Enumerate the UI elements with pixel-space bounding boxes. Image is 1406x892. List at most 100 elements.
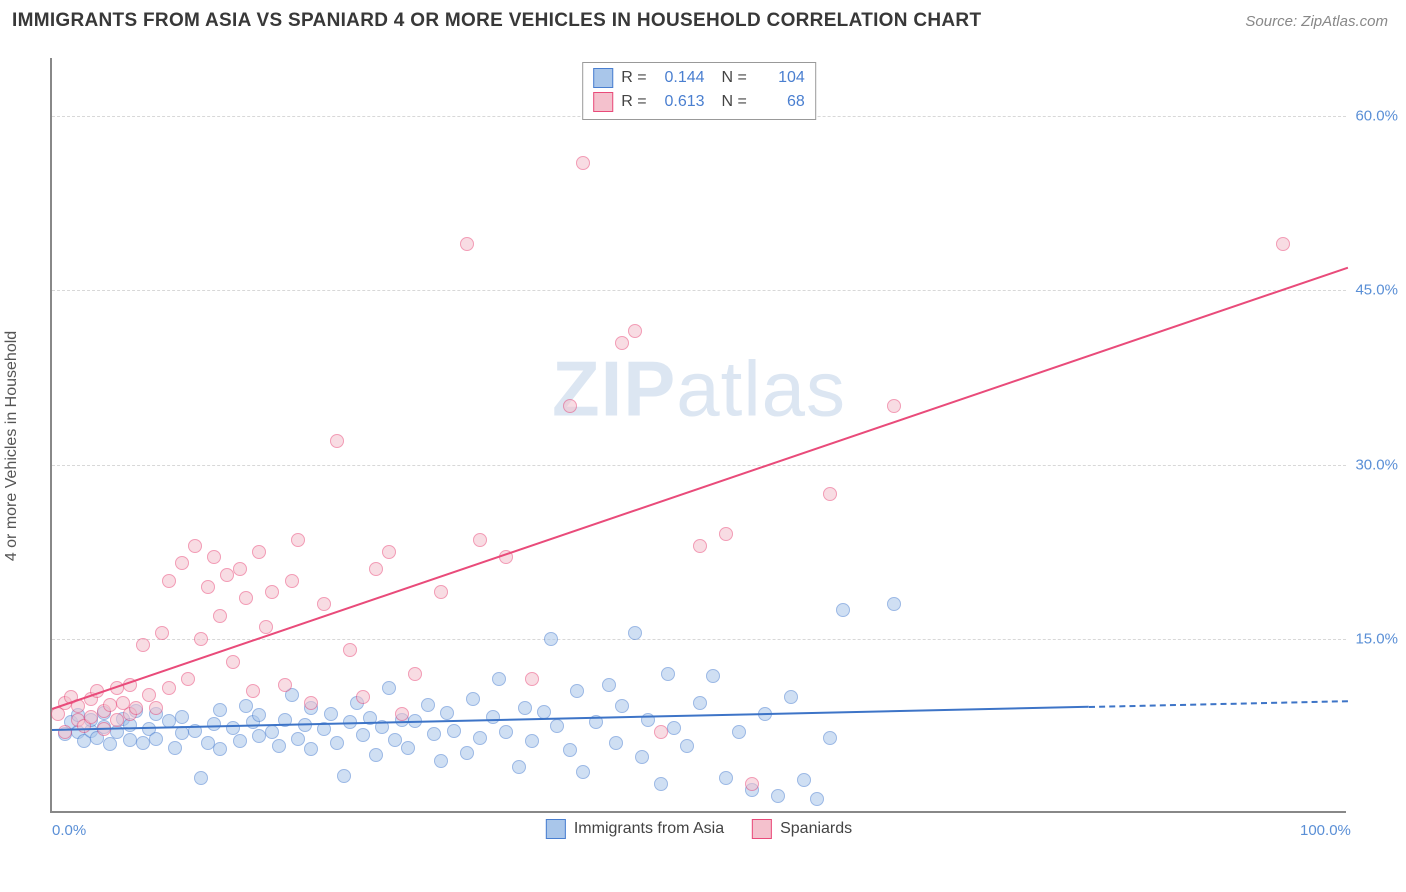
scatter-point [142, 688, 156, 702]
source-name: ZipAtlas.com [1301, 13, 1388, 30]
scatter-point [207, 717, 221, 731]
scatter-point [576, 156, 590, 170]
stat-r-value: 0.144 [655, 66, 705, 90]
scatter-point [110, 713, 124, 727]
x-tick-label: 0.0% [52, 822, 86, 839]
legend-swatch [593, 92, 613, 112]
scatter-point [609, 736, 623, 750]
scatter-point [304, 742, 318, 756]
y-axis-title: 4 or more Vehicles in Household [3, 331, 21, 561]
scatter-point [602, 678, 616, 692]
chart-title: IMMIGRANTS FROM ASIA VS SPANIARD 4 OR MO… [12, 10, 981, 32]
scatter-point [304, 696, 318, 710]
scatter-point [265, 725, 279, 739]
scatter-point [194, 771, 208, 785]
scatter-point [136, 736, 150, 750]
scatter-point [84, 710, 98, 724]
scatter-point [576, 765, 590, 779]
stat-n-label: N = [713, 66, 747, 90]
scatter-point [343, 643, 357, 657]
scatter-point [136, 638, 150, 652]
scatter-point [324, 707, 338, 721]
scatter-point [382, 681, 396, 695]
stats-row: R = 0.613 N = 68 [593, 90, 805, 114]
watermark: ZIPatlas [552, 344, 846, 435]
stats-row: R = 0.144 N = 104 [593, 66, 805, 90]
scatter-point [492, 672, 506, 686]
scatter-point [434, 754, 448, 768]
scatter-point [486, 710, 500, 724]
scatter-point [635, 750, 649, 764]
scatter-point [291, 732, 305, 746]
trend-line [52, 267, 1349, 710]
scatter-point [408, 667, 422, 681]
scatter-point [525, 672, 539, 686]
scatter-point [194, 632, 208, 646]
scatter-point [337, 769, 351, 783]
legend-item: Spaniards [752, 819, 852, 839]
scatter-point [149, 732, 163, 746]
scatter-point [246, 684, 260, 698]
scatter-point [388, 733, 402, 747]
scatter-point [278, 678, 292, 692]
scatter-point [175, 556, 189, 570]
scatter-point [58, 725, 72, 739]
scatter-point [103, 698, 117, 712]
scatter-point [887, 597, 901, 611]
source-credit: Source: ZipAtlas.com [1245, 13, 1388, 30]
scatter-point [661, 667, 675, 681]
plot-area: ZIPatlas 15.0%30.0%45.0%60.0%0.0%100.0%R… [50, 58, 1346, 813]
scatter-point [401, 741, 415, 755]
trend-line [1089, 700, 1348, 708]
scatter-point [265, 585, 279, 599]
scatter-point [550, 719, 564, 733]
scatter-point [356, 728, 370, 742]
scatter-point [499, 725, 513, 739]
y-tick-label: 30.0% [1355, 456, 1398, 473]
stat-n-label: N = [713, 90, 747, 114]
source-prefix: Source: [1245, 13, 1301, 30]
stat-r-value: 0.613 [655, 90, 705, 114]
scatter-point [226, 655, 240, 669]
legend-swatch [752, 819, 772, 839]
scatter-point [369, 562, 383, 576]
scatter-point [427, 727, 441, 741]
scatter-point [239, 591, 253, 605]
scatter-point [518, 701, 532, 715]
grid-line [52, 639, 1346, 640]
scatter-point [434, 585, 448, 599]
scatter-point [745, 777, 759, 791]
scatter-point [473, 533, 487, 547]
stat-n-value: 68 [755, 90, 805, 114]
scatter-point [382, 545, 396, 559]
scatter-point [693, 539, 707, 553]
scatter-point [628, 324, 642, 338]
scatter-point [395, 707, 409, 721]
watermark-zip: ZIP [552, 345, 676, 433]
scatter-point [654, 777, 668, 791]
scatter-point [259, 620, 273, 634]
scatter-point [330, 434, 344, 448]
scatter-point [525, 734, 539, 748]
grid-line [52, 465, 1346, 466]
scatter-point [719, 771, 733, 785]
stat-r-label: R = [621, 66, 646, 90]
scatter-point [317, 597, 331, 611]
scatter-point [201, 736, 215, 750]
legend-item: Immigrants from Asia [546, 819, 724, 839]
scatter-point [466, 692, 480, 706]
scatter-point [201, 580, 215, 594]
x-tick-label: 100.0% [1300, 822, 1351, 839]
scatter-point [719, 527, 733, 541]
scatter-point [233, 734, 247, 748]
y-tick-label: 15.0% [1355, 630, 1398, 647]
scatter-point [252, 708, 266, 722]
scatter-point [252, 545, 266, 559]
scatter-point [887, 399, 901, 413]
scatter-point [168, 741, 182, 755]
bottom-legend: Immigrants from Asia Spaniards [546, 819, 852, 839]
scatter-point [1276, 237, 1290, 251]
scatter-point [103, 737, 117, 751]
scatter-point [285, 574, 299, 588]
title-bar: IMMIGRANTS FROM ASIA VS SPANIARD 4 OR MO… [0, 0, 1406, 40]
